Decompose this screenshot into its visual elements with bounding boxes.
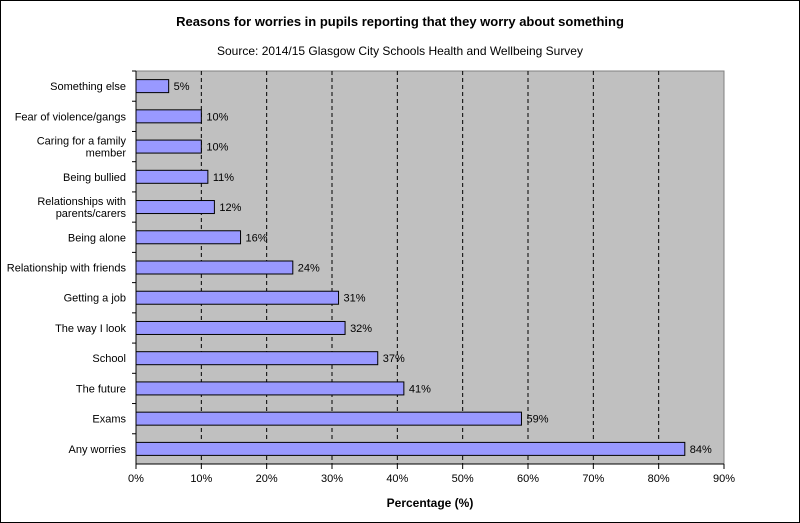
bar — [135, 260, 294, 275]
bar — [135, 79, 170, 94]
category-label: The way I look — [55, 323, 126, 335]
data-label: 84% — [690, 444, 712, 456]
data-label: 59% — [526, 414, 548, 426]
x-tick-label: 50% — [452, 473, 474, 485]
x-axis-title: Percentage (%) — [386, 496, 474, 510]
category-label: Being alone — [68, 232, 126, 244]
x-tick-label: 20% — [256, 473, 278, 485]
bar — [135, 351, 379, 366]
bar — [135, 411, 522, 426]
bar — [135, 320, 346, 335]
data-label: 32% — [350, 323, 372, 335]
x-tick-label: 60% — [517, 473, 539, 485]
category-label: Caring for a family — [37, 136, 127, 148]
x-tick-label: 70% — [582, 473, 604, 485]
data-label: 16% — [246, 232, 268, 244]
chart-subtitle: Source: 2014/15 Glasgow City Schools Hea… — [217, 44, 583, 58]
category-label: Any worries — [69, 444, 127, 456]
data-label: 10% — [206, 111, 228, 123]
category-label: School — [92, 353, 126, 365]
data-label: 12% — [219, 202, 241, 214]
data-label: 41% — [409, 383, 431, 395]
category-label: member — [86, 148, 127, 160]
data-label: 5% — [174, 81, 190, 93]
bar — [135, 381, 405, 396]
x-tick-label: 40% — [386, 473, 408, 485]
category-label: Being bullied — [63, 172, 126, 184]
category-label: Something else — [50, 81, 126, 93]
category-label: Relationships with — [37, 196, 126, 208]
x-tick-label: 30% — [321, 473, 343, 485]
x-tick-label: 10% — [190, 473, 212, 485]
x-tick-label: 90% — [713, 473, 735, 485]
bar — [135, 109, 202, 124]
bar — [135, 169, 209, 184]
category-label: Exams — [92, 414, 126, 426]
chart-title: Reasons for worries in pupils reporting … — [176, 14, 624, 29]
bar — [135, 290, 340, 305]
data-label: 37% — [383, 353, 405, 365]
category-label: Getting a job — [64, 293, 126, 305]
x-tick-label: 80% — [648, 473, 670, 485]
bar — [135, 230, 242, 245]
data-label: 24% — [298, 263, 320, 275]
category-label: The future — [76, 383, 126, 395]
bar — [135, 441, 686, 456]
x-tick-label: 0% — [128, 473, 144, 485]
category-label: Fear of violence/gangs — [15, 111, 127, 123]
bar — [135, 139, 202, 154]
data-label: 11% — [213, 172, 234, 184]
category-label: Relationship with friends — [7, 263, 127, 275]
category-label: parents/carers — [56, 208, 127, 220]
data-label: 10% — [206, 142, 228, 154]
data-label: 31% — [344, 293, 366, 305]
bar — [135, 200, 215, 215]
